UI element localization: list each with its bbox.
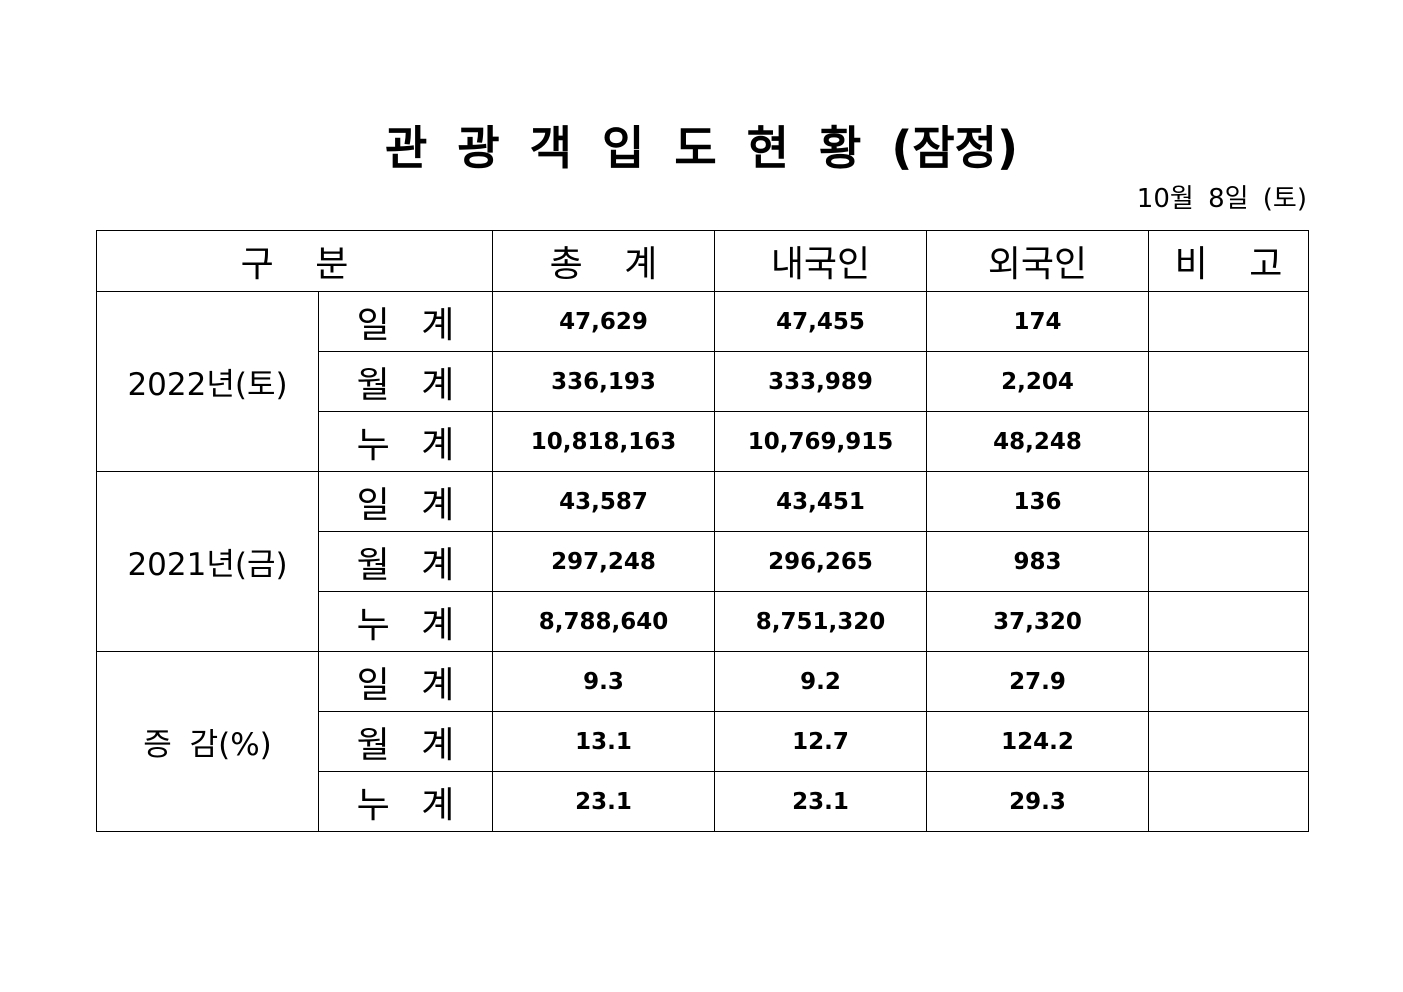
cell: 47,629 bbox=[492, 291, 715, 352]
cell: 12.7 bbox=[714, 711, 927, 772]
remark-cell bbox=[1148, 411, 1309, 472]
column-header: 총 계 bbox=[492, 230, 715, 292]
group-label: 증 감(%) bbox=[96, 651, 319, 832]
remark-cell bbox=[1148, 531, 1309, 592]
cell: 47,455 bbox=[714, 291, 927, 352]
column-header: 내국인 bbox=[714, 230, 927, 292]
remark-cell bbox=[1148, 591, 1309, 652]
row: 2021년(금) 일 계 43,587 43,451 136 bbox=[96, 471, 1309, 652]
row: 누 계 10,818,163 10,769,915 48,248 bbox=[97, 411, 1309, 472]
row-label: 월 계 bbox=[318, 531, 493, 592]
cell: 48,248 bbox=[926, 411, 1149, 472]
cell: 10,769,915 bbox=[714, 411, 927, 472]
row: 월 계 13.1 12.7 124.2 bbox=[97, 711, 1309, 772]
cell: 43,587 bbox=[492, 471, 715, 532]
row: 월 계 297,248 296,265 983 bbox=[97, 531, 1309, 592]
cell: 37,320 bbox=[926, 591, 1149, 652]
date: 10월 8일 (토) bbox=[1136, 184, 1307, 214]
cell: 8,788,640 bbox=[492, 591, 715, 652]
remark-cell bbox=[1148, 711, 1309, 772]
remark-cell bbox=[1148, 291, 1309, 352]
cell: 124.2 bbox=[926, 711, 1149, 772]
row: 누 계 8,788,640 8,751,320 37,320 bbox=[97, 591, 1309, 652]
column-header: 구 분 bbox=[96, 230, 493, 292]
row: 2022년(토) 일 계 47,629 47,455 174 bbox=[96, 291, 1309, 472]
cell: 43,451 bbox=[714, 471, 927, 532]
remark-cell bbox=[1148, 351, 1309, 412]
cell: 29.3 bbox=[926, 771, 1149, 832]
cell: 8,751,320 bbox=[714, 591, 927, 652]
row: 증 감(%) 일 계 9.3 9.2 27.9 bbox=[96, 651, 1309, 832]
row-label: 누 계 bbox=[318, 411, 493, 472]
column-header: 비 고 bbox=[1148, 230, 1309, 292]
cell: 23.1 bbox=[492, 771, 715, 832]
cell: 174 bbox=[926, 291, 1149, 352]
cell: 23.1 bbox=[714, 771, 927, 832]
column-header: 외국인 bbox=[926, 230, 1149, 292]
remark-cell bbox=[1148, 771, 1309, 832]
title: 관 광 객 입 도 현 황 (잠정) bbox=[384, 121, 1019, 175]
cell: 27.9 bbox=[926, 651, 1149, 712]
cell: 9.2 bbox=[714, 651, 927, 712]
cell: 136 bbox=[926, 471, 1149, 532]
row-label: 월 계 bbox=[318, 711, 493, 772]
group-label: 2021년(금) bbox=[96, 471, 319, 652]
cell: 296,265 bbox=[714, 531, 927, 592]
cell: 2,204 bbox=[926, 351, 1149, 412]
row-label: 월 계 bbox=[318, 351, 493, 412]
row-label: 일 계 bbox=[318, 471, 493, 532]
row-label: 일 계 bbox=[318, 291, 493, 352]
remark-cell bbox=[1148, 471, 1309, 532]
cell: 297,248 bbox=[492, 531, 715, 592]
row-label: 일 계 bbox=[318, 651, 493, 712]
remark-cell bbox=[1148, 651, 1309, 712]
row-label: 누 계 bbox=[318, 591, 493, 652]
cell: 336,193 bbox=[492, 351, 715, 412]
group-label: 2022년(토) bbox=[96, 291, 319, 472]
row: 누 계 23.1 23.1 29.3 bbox=[97, 771, 1309, 832]
cell: 13.1 bbox=[492, 711, 715, 772]
cell: 333,989 bbox=[714, 351, 927, 412]
row-label: 누 계 bbox=[318, 771, 493, 832]
cell: 983 bbox=[926, 531, 1149, 592]
cell: 10,818,163 bbox=[492, 411, 715, 472]
cell: 9.3 bbox=[492, 651, 715, 712]
